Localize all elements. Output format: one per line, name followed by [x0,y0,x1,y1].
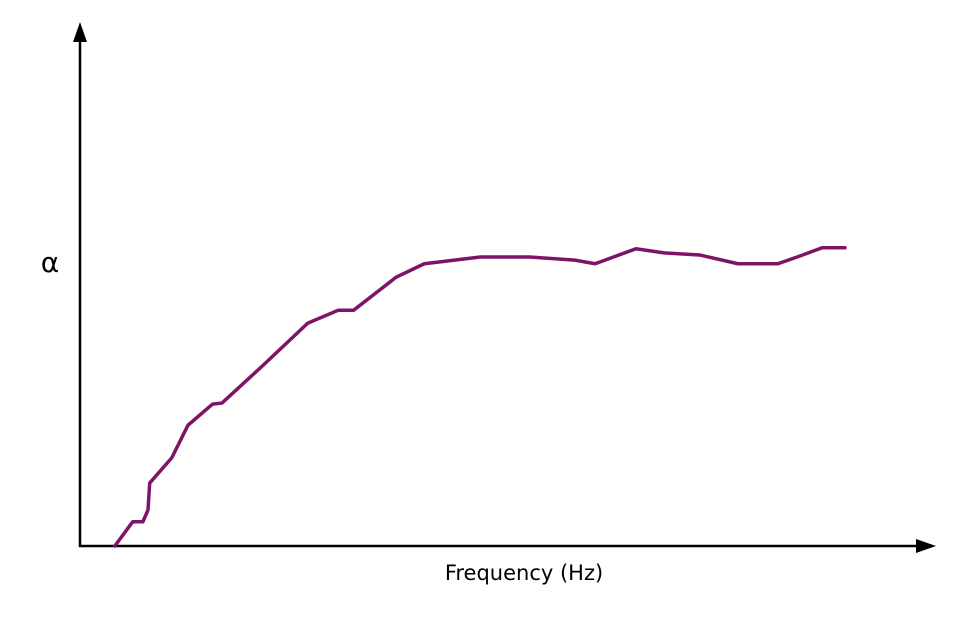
data-line [113,246,847,548]
x-axis-label: Frequency (Hz) [445,561,603,585]
x-axis-arrow [916,539,936,553]
y-axis-label: α [41,246,59,279]
y-axis-arrow [73,22,87,42]
